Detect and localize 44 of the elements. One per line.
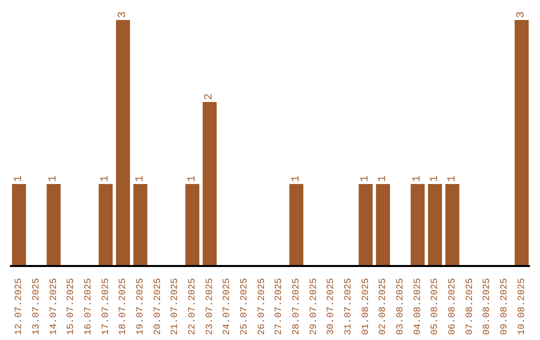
data-label: 1 (100, 175, 112, 182)
x-tick-label: 24.07.2025 (221, 278, 232, 336)
x-tick-label: 17.07.2025 (100, 278, 111, 336)
data-label: 1 (134, 175, 146, 182)
x-tick-label: 20.07.2025 (152, 278, 163, 336)
x-tick-label: 31.07.2025 (342, 278, 354, 336)
x-tick-label: 03.08.2025 (394, 278, 406, 336)
data-label: 1 (377, 175, 389, 182)
x-tick-label: 16.07.2025 (82, 278, 94, 336)
x-tick-label: 01.08.2025 (360, 278, 371, 336)
data-label: 3 (117, 11, 129, 18)
data-label: 1 (446, 175, 458, 182)
data-label: 1 (429, 175, 441, 182)
x-tick-label: 22.07.2025 (186, 278, 198, 336)
x-tick-label: 02.08.2025 (377, 278, 388, 336)
data-label: 1 (48, 175, 60, 182)
x-tick-label: 09.08.2025 (498, 278, 510, 336)
data-label: 1 (13, 175, 25, 182)
data-label: 2 (204, 93, 216, 100)
x-tick-label: 29.07.2025 (308, 278, 319, 336)
x-tick-label: 05.08.2025 (429, 278, 440, 336)
x-tick-label: 08.08.2025 (481, 278, 492, 336)
x-tick-label: 21.07.2025 (169, 278, 180, 336)
x-tick-label: 10.08.2025 (516, 278, 527, 336)
data-label: 3 (516, 11, 528, 18)
x-tick-label: 30.07.2025 (325, 278, 336, 336)
x-tick-label: 23.07.2025 (204, 278, 215, 336)
x-tick-label: 19.07.2025 (134, 278, 146, 336)
x-tick-label: 27.07.2025 (273, 278, 284, 336)
x-tick-label: 28.07.2025 (290, 278, 302, 336)
x-tick-label: 04.08.2025 (412, 278, 423, 336)
x-tick-label: 26.07.2025 (256, 278, 267, 336)
x-tick-label: 12.07.2025 (13, 278, 24, 336)
x-tick-label: 07.08.2025 (464, 278, 475, 336)
x-tick-label: 15.07.2025 (65, 278, 76, 336)
x-tick-label: 18.07.2025 (117, 278, 128, 336)
x-tick-label: 25.07.2025 (238, 278, 250, 336)
x-tick-label: 14.07.2025 (48, 278, 59, 336)
data-label: 1 (360, 175, 372, 182)
data-label: 1 (290, 175, 302, 182)
x-tick-label: 13.07.2025 (30, 278, 42, 336)
data-label: 1 (412, 175, 424, 182)
x-tick-label: 06.08.2025 (446, 278, 458, 336)
data-label: 1 (186, 175, 198, 182)
